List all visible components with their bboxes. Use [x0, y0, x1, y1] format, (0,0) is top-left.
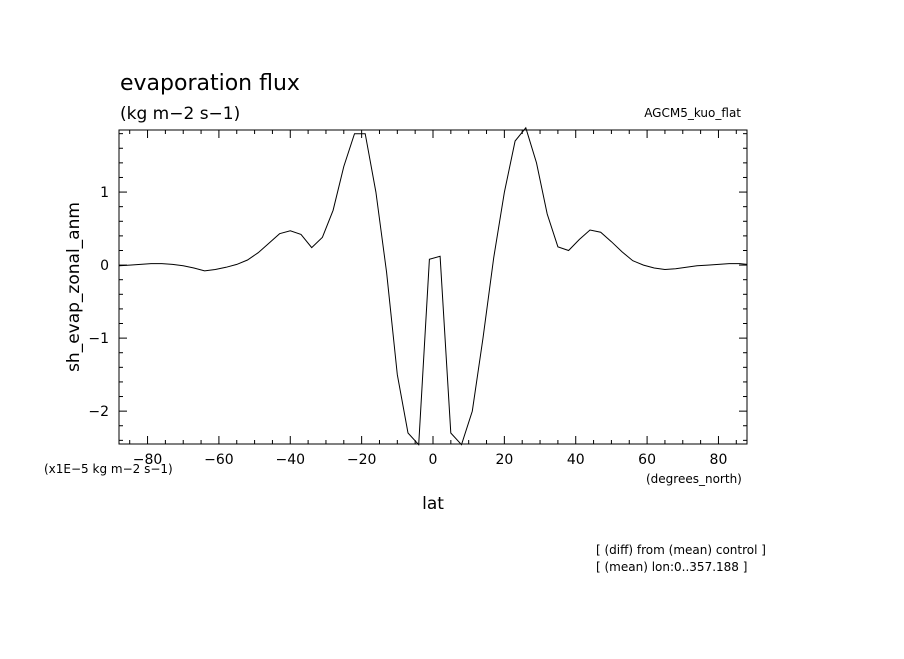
plot-frame	[118, 129, 748, 445]
y-axis-label: sh_evap_zonal_anm	[64, 202, 84, 372]
x-tick-label: −40	[275, 452, 305, 468]
x-axis-label: lat	[422, 494, 444, 514]
y-axis-ticks: −2 −1 0 1	[88, 133, 747, 441]
y-scale-note: (x1E−5 kg m−2 s−1)	[44, 462, 173, 476]
x-tick-label: −80	[133, 452, 163, 468]
x-axis-ticks: −80 −60 −40 −20 0 20 40 60 80	[129, 130, 737, 468]
x-tick-label: 20	[495, 452, 513, 468]
x-axis-units: (degrees_north)	[646, 472, 742, 486]
y-tick-label: 1	[100, 185, 109, 201]
x-tick-label: −60	[204, 452, 234, 468]
x-tick-label: 0	[429, 452, 438, 468]
x-tick-label: −20	[347, 452, 377, 468]
series-line	[118, 126, 748, 446]
x-tick-label: 60	[638, 452, 656, 468]
y-tick-label: 0	[100, 258, 109, 274]
x-tick-label: 80	[710, 452, 728, 468]
x-tick-label: 40	[567, 452, 585, 468]
chart-units: (kg m−2 s−1)	[120, 104, 240, 124]
note-mean: [ (mean) lon:0..357.188 ]	[596, 560, 747, 574]
y-tick-label: −1	[88, 331, 109, 347]
chart-title: evaporation flux	[120, 71, 300, 96]
y-tick-label: −2	[88, 404, 109, 420]
run-label: AGCM5_kuo_flat	[644, 106, 741, 120]
note-diff: [ (diff) from (mean) control ]	[596, 543, 766, 557]
